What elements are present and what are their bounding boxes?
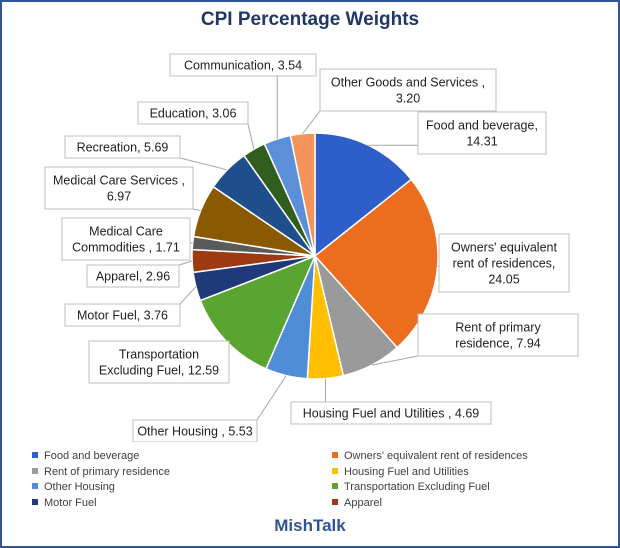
legend-label: Housing Fuel and Utilities	[344, 465, 469, 478]
leader-line	[178, 260, 193, 266]
callout-box	[44, 166, 194, 210]
slice-data-label: Other Housing , 5.53	[137, 425, 252, 439]
slice-data-label: Excluding Fuel, 12.59	[99, 364, 219, 378]
slice-data-label: Medical Care	[89, 225, 163, 239]
leader-line	[302, 110, 321, 134]
slice-data-label: Transportation	[119, 348, 199, 362]
slice-data-label: 6.97	[107, 190, 131, 204]
legend-swatch	[32, 483, 38, 489]
callout-box	[64, 135, 181, 159]
slice-data-label: Owners' equivalent	[451, 241, 557, 255]
callout-box	[61, 217, 191, 261]
chart-title: CPI Percentage Weights	[200, 9, 420, 30]
pie-slice-food-and-beverage	[314, 132, 413, 258]
slice-data-label: Housing Fuel and Utilities , 4.69	[303, 407, 480, 421]
slice-data-label: Education, 3.06	[150, 107, 237, 121]
callout-box	[86, 264, 180, 288]
legend-label: Transportation Excluding Fuel	[344, 481, 490, 493]
slice-data-label: Rent of primary	[455, 321, 541, 335]
legend-label: Rent of primary residence	[44, 465, 170, 478]
slice-data-label: rent of residences,	[453, 257, 556, 271]
slice-data-label: Medical Care Services ,	[53, 174, 185, 188]
pie-chart: Food and beverage, 14.31 Owners' equivalen…	[44, 53, 579, 442]
callout-box	[169, 53, 317, 77]
slice-data-label: Food and beverage,	[426, 119, 538, 133]
leader-line	[179, 157, 228, 171]
leader-line	[256, 375, 287, 421]
legend-item: Owners' equivalent rent of residences	[332, 449, 528, 464]
brand-label: MishTalk	[274, 516, 346, 535]
legend-item: Transportation Excluding Fuel	[332, 480, 490, 495]
legend-swatch	[32, 498, 38, 505]
legend-label: Food and beverage	[44, 450, 140, 462]
callouts: Food and beverage, 14.31 Owners' equivalen…	[44, 53, 579, 442]
leader-line	[371, 355, 419, 366]
slice-data-label: Recreation, 5.69	[77, 141, 169, 155]
slice-data-label: Communication, 3.54	[184, 59, 302, 73]
legend-swatch	[32, 452, 38, 458]
legend-item: Motor Fuel	[32, 496, 97, 511]
legend-label: Owners' equivalent rent of residences	[344, 450, 528, 462]
callout-box	[438, 233, 570, 293]
legend-item: Apparel	[332, 496, 382, 511]
slice-data-label: 14.31	[466, 135, 497, 149]
slice-data-label: 24.05	[488, 273, 519, 287]
legend-swatch	[332, 467, 338, 474]
callout-box	[88, 340, 230, 384]
legend-swatch	[332, 498, 338, 505]
legend-swatch	[332, 452, 338, 458]
legend-swatch	[332, 483, 338, 489]
callout-box	[64, 303, 181, 327]
legend-label: Motor Fuel	[44, 496, 97, 509]
legend-label: Other Housing	[44, 481, 115, 493]
slice-data-label: Commodities , 1.71	[72, 241, 180, 255]
callout-box	[132, 419, 258, 442]
callout-box	[417, 111, 547, 155]
slice-data-label: Apparel, 2.96	[96, 270, 170, 284]
legend-label: Apparel	[344, 496, 382, 509]
leader-line	[179, 286, 197, 305]
leader-line	[247, 123, 255, 150]
legend-item: Housing Fuel and Utilities	[332, 465, 469, 480]
slice-data-label: 3.20	[396, 92, 420, 106]
slice-data-label: Motor Fuel, 3.76	[77, 309, 168, 323]
legend-item: Other Housing	[32, 480, 115, 495]
legend-item: Food and beverage	[32, 449, 139, 464]
callout-box	[417, 313, 579, 357]
callout-box	[319, 68, 497, 112]
slice-data-label: residence, 7.94	[455, 337, 541, 351]
slice-data-label: Other Goods and Services ,	[331, 76, 485, 90]
leader-line	[192, 208, 201, 212]
callout-box	[137, 101, 249, 125]
callout-box	[290, 401, 492, 425]
legend-item: Rent of primary residence	[32, 465, 170, 480]
pie-slice-owners-equivalent-rent-of-residences	[313, 178, 439, 349]
legend-swatch	[32, 467, 38, 474]
